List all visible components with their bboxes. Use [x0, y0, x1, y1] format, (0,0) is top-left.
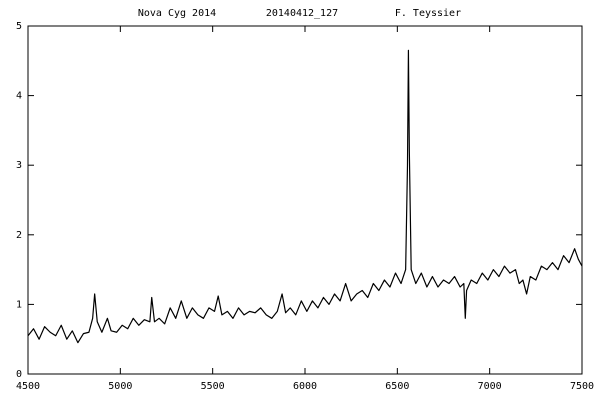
chart-subtitle: 20140412_127 — [266, 8, 338, 19]
plot-frame — [27, 25, 583, 375]
y-tick-label: 0 — [16, 369, 22, 380]
x-tick-label: 6500 — [385, 381, 409, 392]
y-tick-label: 4 — [16, 91, 22, 102]
x-tick-label: 4500 — [16, 381, 40, 392]
spectrum-line — [27, 49, 583, 344]
y-tick-label: 3 — [16, 160, 22, 171]
x-tick-label: 5000 — [108, 381, 132, 392]
x-tick-label: 6000 — [293, 381, 317, 392]
y-tick-label: 1 — [16, 299, 22, 310]
x-tick-label: 5500 — [201, 381, 225, 392]
chart-author: F. Teyssier — [395, 8, 461, 19]
x-tick-label: 7000 — [478, 381, 502, 392]
chart-title: Nova Cyg 2014 — [138, 8, 216, 19]
y-tick-label: 5 — [16, 21, 22, 32]
x-tick-label: 7500 — [570, 381, 594, 392]
y-tick-label: 2 — [16, 230, 22, 241]
